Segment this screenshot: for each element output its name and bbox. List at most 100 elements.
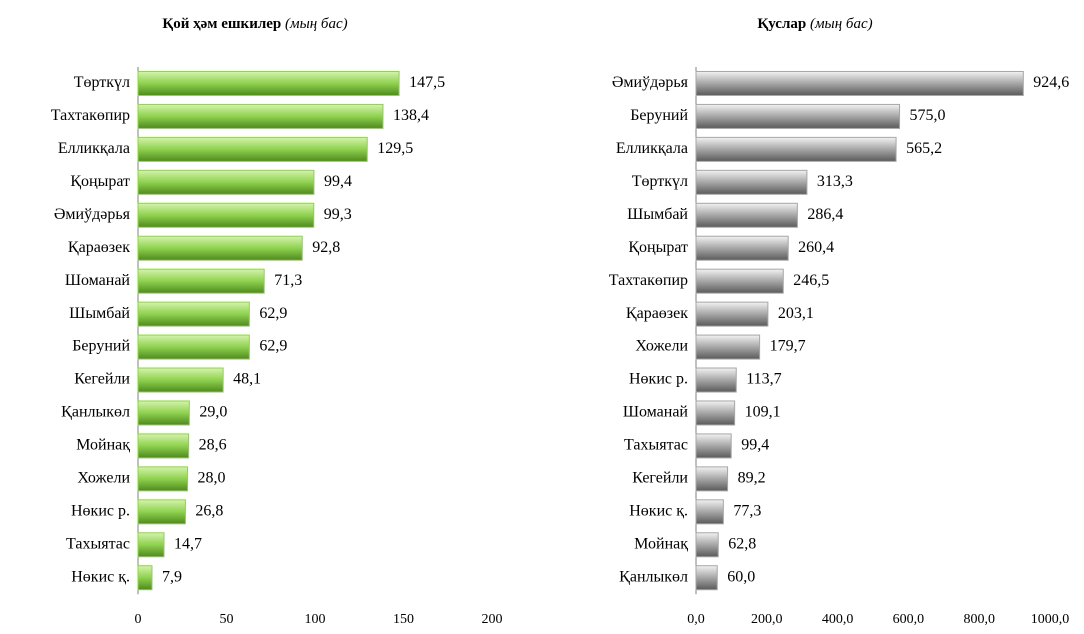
x-tick-label: 400,0 <box>822 612 854 627</box>
category-label: Хожели <box>77 470 130 487</box>
bar <box>695 433 732 459</box>
bar <box>137 499 186 525</box>
bar <box>695 235 789 261</box>
value-label: 113,7 <box>746 371 781 388</box>
value-label: 99,3 <box>324 206 352 223</box>
bar <box>137 400 190 426</box>
x-tick-label: 800,0 <box>963 612 995 627</box>
category-label: Беруний <box>630 107 688 124</box>
category-label: Беруний <box>72 338 130 355</box>
value-label: 89,2 <box>738 470 766 487</box>
x-tick-label: 600,0 <box>893 612 925 627</box>
category-label: Мойнақ <box>76 437 130 454</box>
category-label: Нөкис қ. <box>629 502 688 519</box>
category-label: Хожели <box>635 338 688 355</box>
title-unit: (мың бас) <box>285 16 348 32</box>
category-label: Кегейли <box>632 470 688 487</box>
value-label: 60,0 <box>727 568 755 585</box>
bar <box>695 499 724 525</box>
category-label: Қараөзек <box>626 305 688 322</box>
category-label: Әмиўдәрья <box>54 206 131 223</box>
category-label: Төрткүл <box>74 74 130 91</box>
value-label: 203,1 <box>778 305 814 322</box>
bar <box>137 268 265 294</box>
value-label: 62,8 <box>728 535 756 552</box>
value-label: 138,4 <box>393 107 429 124</box>
value-label: 26,8 <box>195 502 223 519</box>
x-tick-label: 50 <box>220 612 234 627</box>
value-label: 260,4 <box>798 239 834 256</box>
bar <box>137 235 303 261</box>
category-label: Нөкис р. <box>71 502 130 519</box>
category-label: Мойнақ <box>634 535 688 552</box>
bar <box>695 70 1024 96</box>
bar <box>137 169 315 195</box>
bar <box>137 565 153 591</box>
category-label: Тахтакөпир <box>609 272 688 289</box>
value-label: 924,6 <box>1033 74 1069 91</box>
category-label: Елликқала <box>58 140 130 157</box>
value-label: 77,3 <box>733 502 761 519</box>
value-label: 7,9 <box>162 568 182 585</box>
value-label: 313,3 <box>817 173 853 190</box>
title-main: Қой ҳәм ешкилер <box>162 16 281 32</box>
value-label: 565,2 <box>906 140 942 157</box>
title-unit: (мың бас) <box>810 16 873 32</box>
value-label: 99,4 <box>324 173 352 190</box>
bar <box>695 466 729 492</box>
bar <box>695 103 901 129</box>
title-main: Қуслар <box>757 16 806 32</box>
bar <box>137 136 368 162</box>
bar <box>695 367 737 393</box>
category-label: Кегейли <box>74 371 130 388</box>
category-label: Нөкис р. <box>629 371 688 388</box>
category-label: Тахтакөпир <box>51 107 130 124</box>
value-label: 286,4 <box>807 206 843 223</box>
bar <box>137 532 165 558</box>
value-label: 575,0 <box>910 107 946 124</box>
bar <box>137 70 400 96</box>
bar <box>695 400 736 426</box>
x-tick-label: 1000,0 <box>1031 612 1070 627</box>
chart-title: Қой ҳәм ешкилер (мың бас) <box>162 16 347 32</box>
x-tick-label: 0 <box>135 612 142 627</box>
value-label: 109,1 <box>745 404 781 421</box>
category-label: Шоманай <box>65 272 131 289</box>
value-label: 179,7 <box>770 338 806 355</box>
category-label: Шымбай <box>69 305 130 322</box>
bar <box>137 466 189 492</box>
bar <box>695 136 897 162</box>
category-label: Қоңырат <box>70 173 130 190</box>
value-label: 92,8 <box>312 239 340 256</box>
category-label: Әмиўдәрья <box>612 74 689 91</box>
value-label: 62,9 <box>259 305 287 322</box>
bar <box>137 433 190 459</box>
value-label: 48,1 <box>233 371 261 388</box>
value-label: 28,6 <box>199 437 227 454</box>
category-label: Нөкис қ. <box>71 568 130 585</box>
value-label: 246,5 <box>793 272 829 289</box>
bar <box>137 301 250 327</box>
bar <box>695 532 719 558</box>
value-label: 99,4 <box>741 437 769 454</box>
value-label: 129,5 <box>377 140 413 157</box>
value-label: 29,0 <box>199 404 227 421</box>
bar <box>137 202 315 228</box>
bar <box>695 202 798 228</box>
category-label: Тахыятас <box>66 535 130 552</box>
value-label: 28,0 <box>198 470 226 487</box>
category-label: Қоңырат <box>628 239 688 256</box>
bar <box>695 565 718 591</box>
bar <box>137 334 250 360</box>
value-label: 71,3 <box>274 272 302 289</box>
category-label: Қараөзек <box>68 239 130 256</box>
value-label: 147,5 <box>409 74 445 91</box>
category-label: Қанлыкөл <box>61 404 130 421</box>
category-label: Қанлыкөл <box>619 568 688 585</box>
value-label: 62,9 <box>259 338 287 355</box>
category-label: Шоманай <box>623 404 689 421</box>
x-tick-label: 0,0 <box>687 612 705 627</box>
bar <box>695 334 761 360</box>
chart-title: Қуслар (мың бас) <box>757 16 872 32</box>
